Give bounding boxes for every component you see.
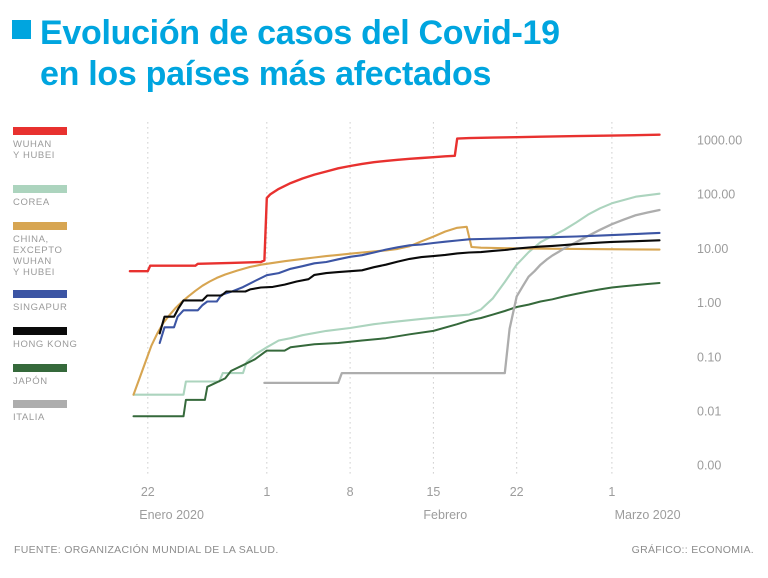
y-axis-label: 1000.00 [697, 134, 742, 148]
y-axis-label: 100.00 [697, 188, 735, 202]
legend-swatch-china-excepto-wuhan-y-hubei [13, 222, 67, 230]
y-axis-label: 0.01 [697, 405, 721, 419]
legend-item-corea: COREA [13, 185, 67, 208]
legend-label: JAPÓN [13, 376, 48, 387]
x-axis-tick-label: 8 [347, 485, 354, 499]
legend-label: ITALIA [13, 412, 45, 423]
legend-label: WUHAN Y HUBEI [13, 139, 56, 161]
x-axis-tick-label: 1 [608, 485, 615, 499]
legend-label: COREA [13, 197, 50, 208]
legend-item-hong-kong: HONG KONG [13, 327, 78, 350]
series-line-singapur [158, 231, 661, 345]
page-title-line-1: Evolución de casos del Covid-19 [40, 14, 560, 52]
x-axis-period-label: Enero 2020 [139, 508, 204, 522]
series-line-china-excepto-wuhan-y-hubei [132, 225, 661, 396]
legend-label: HONG KONG [13, 339, 78, 350]
series-line-corea [132, 192, 661, 396]
source-note: FUENTE: ORGANIZACIÓN MUNDIAL DE LA SALUD… [14, 544, 279, 556]
y-axis-label: 1.00 [697, 296, 721, 310]
series-line-japon [132, 282, 661, 418]
y-axis-label: 0.00 [697, 459, 721, 473]
legend-swatch-hong-kong [13, 327, 67, 335]
legend-item-china-excepto-wuhan-y-hubei: CHINA, EXCEPTO WUHAN Y HUBEI [13, 222, 67, 278]
series-line-wuhan-y-hubei [128, 133, 661, 273]
title-block: Evolución de casos del Covid-19 en los p… [12, 13, 560, 95]
x-axis-tick-label: 22 [141, 485, 155, 499]
title-bullet-square [12, 20, 31, 39]
page-title: Evolución de casos del Covid-19 en los p… [40, 13, 560, 95]
y-axis-label: 0.10 [697, 350, 721, 364]
x-axis-tick-label: 1 [263, 485, 270, 499]
credit-note: GRÁFICO:: ECONOMIA. [631, 544, 754, 556]
legend-item-wuhan-y-hubei: WUHAN Y HUBEI [13, 127, 67, 161]
legend-swatch-italia [13, 400, 67, 408]
legend-label: CHINA, EXCEPTO WUHAN Y HUBEI [13, 234, 63, 278]
series-line-italia [263, 208, 661, 385]
legend-label: SINGAPUR [13, 302, 68, 313]
legend-item-japon: JAPÓN [13, 364, 67, 387]
legend-item-singapur: SINGAPUR [13, 290, 67, 313]
legend-item-italia: ITALIA [13, 400, 67, 423]
footer: FUENTE: ORGANIZACIÓN MUNDIAL DE LA SALUD… [14, 544, 754, 556]
x-axis-tick-label: 15 [426, 485, 440, 499]
legend-swatch-corea [13, 185, 67, 193]
legend-swatch-wuhan-y-hubei [13, 127, 67, 135]
y-axis-label: 10.00 [697, 242, 728, 256]
x-axis-period-label: Febrero [423, 508, 467, 522]
legend-swatch-singapur [13, 290, 67, 298]
page-title-line-2: en los países más afectados [40, 55, 492, 93]
x-axis-tick-label: 22 [510, 485, 524, 499]
legend-swatch-japon [13, 364, 67, 372]
series-line-hong-kong [158, 239, 661, 335]
x-axis-period-label: Marzo 2020 [615, 508, 681, 522]
